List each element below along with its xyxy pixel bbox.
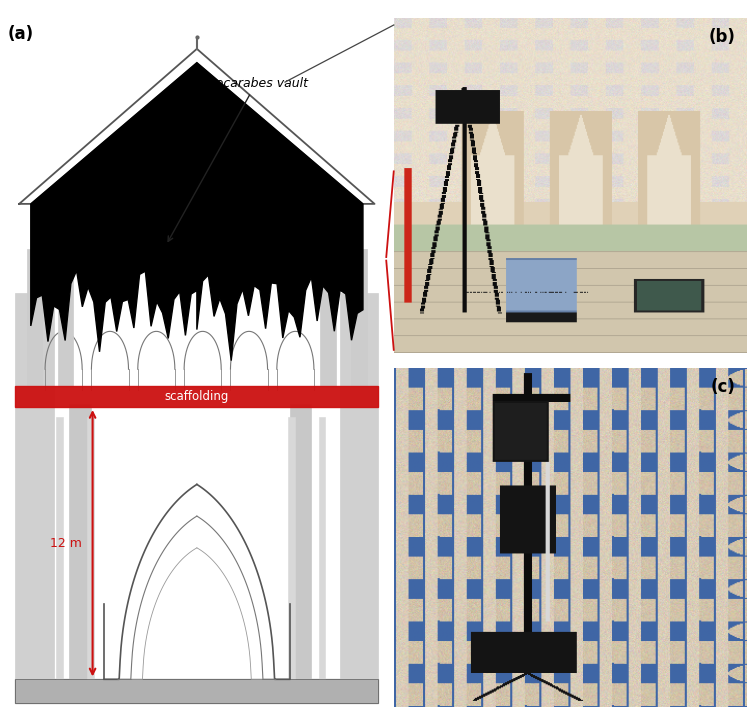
Polygon shape: [31, 63, 363, 361]
Bar: [27, 248, 42, 386]
Text: (a): (a): [8, 25, 34, 43]
Text: (b): (b): [709, 28, 736, 46]
Bar: [15, 386, 379, 407]
Text: Mocarabes vault: Mocarabes vault: [168, 76, 308, 241]
Bar: [288, 418, 295, 679]
Text: scaffolding: scaffolding: [165, 391, 229, 403]
Bar: [320, 248, 336, 386]
Bar: [56, 418, 63, 679]
Bar: [319, 418, 326, 679]
Bar: [340, 293, 379, 679]
Bar: [58, 248, 74, 386]
Bar: [351, 248, 367, 386]
Bar: [15, 679, 379, 703]
Bar: [15, 679, 379, 703]
Bar: [15, 293, 54, 679]
Text: 12 m: 12 m: [50, 537, 82, 550]
Bar: [87, 418, 94, 679]
Text: (c): (c): [711, 378, 736, 396]
Bar: [70, 403, 91, 679]
Bar: [290, 403, 310, 679]
